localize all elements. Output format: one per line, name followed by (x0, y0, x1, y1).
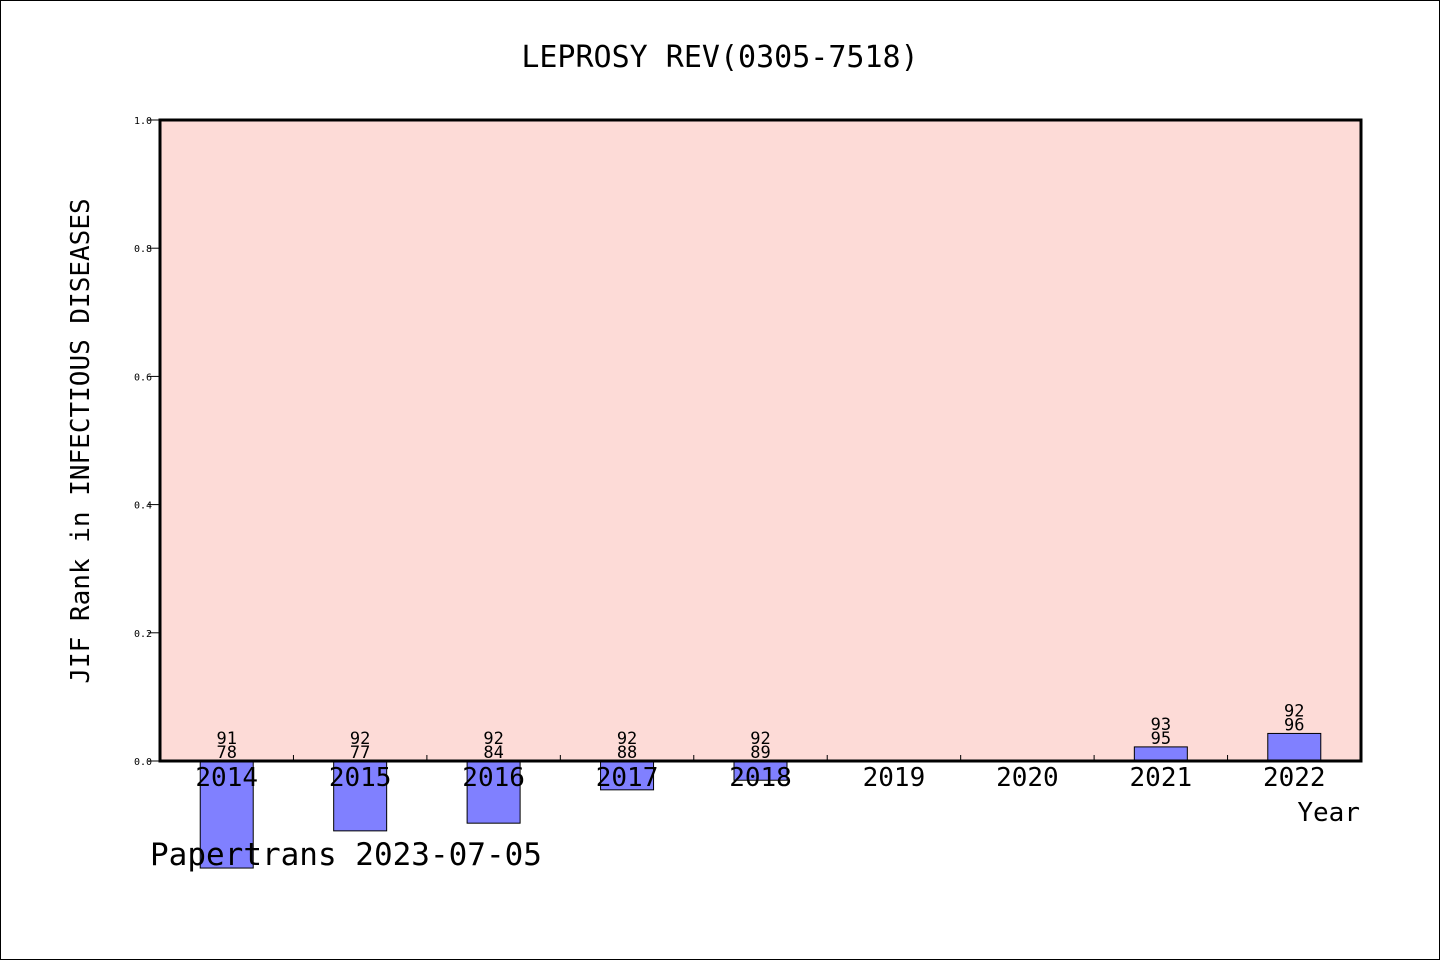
x-axis-label: Year (1297, 798, 1360, 828)
x-tick-label-2014: 2014 (195, 763, 258, 793)
bar-label-total-2022: 92 (1284, 701, 1304, 721)
bar-label-rank-2022: 96 (1284, 715, 1304, 735)
y-tick-label: 1.0 (134, 116, 152, 127)
y-tick-label: 0.6 (134, 372, 152, 383)
x-tick-label-2017: 2017 (596, 763, 659, 793)
bar-label-total-2014: 91 (216, 729, 236, 749)
x-tick-label-2016: 2016 (462, 763, 525, 793)
bar-label-rank-2018: 89 (750, 743, 770, 763)
bar-2017 (600, 760, 655, 791)
bar-2014 (199, 760, 254, 869)
x-tick-label-2022: 2022 (1263, 763, 1326, 793)
bar-label-rank-2017: 88 (617, 743, 637, 763)
x-tick-label-2019: 2019 (863, 763, 926, 793)
bar-label-rank-2021: 95 (1151, 729, 1171, 749)
plot-border (158, 118, 1363, 763)
x-tick-label-2021: 2021 (1130, 763, 1193, 793)
chart-title: LEPROSY REV(0305-7518) (521, 40, 918, 75)
bar-label-rank-2016: 84 (483, 743, 503, 763)
x-tick-label-2018: 2018 (729, 763, 792, 793)
x-tick-label-2015: 2015 (329, 763, 392, 793)
bar-label-total-2016: 92 (483, 729, 503, 749)
y-tick-label: 0.2 (134, 629, 152, 640)
bar-2021 (1133, 746, 1188, 762)
bar-label-total-2015: 92 (350, 729, 370, 749)
bar-label-total-2017: 92 (617, 729, 637, 749)
bar-label-total-2021: 93 (1151, 715, 1171, 735)
y-tick-label: 0.0 (134, 757, 152, 768)
x-axis: 2014 2015 2016 2017 2018 2019 2020 2021 2022 (195, 755, 1326, 793)
y-tick-label: 0.4 (134, 501, 152, 512)
x-tick-label-2020: 2020 (996, 763, 1059, 793)
bar-2022 (1267, 732, 1322, 762)
y-axis-label: JIF Rank in INFECTIOUS DISEASES (66, 198, 96, 683)
bar-label-total-2018: 92 (750, 729, 770, 749)
bar-label-rank-2015: 77 (350, 743, 370, 763)
bar-label-rank-2014: 78 (216, 743, 236, 763)
bar-2015 (333, 760, 388, 832)
plot-area (160, 120, 1361, 761)
watermark: Papertrans 2023-07-05 (150, 837, 542, 873)
y-axis: 1.0 0.8 0.6 0.4 0.2 0.0 (134, 116, 160, 768)
y-tick-label: 0.8 (134, 244, 152, 255)
